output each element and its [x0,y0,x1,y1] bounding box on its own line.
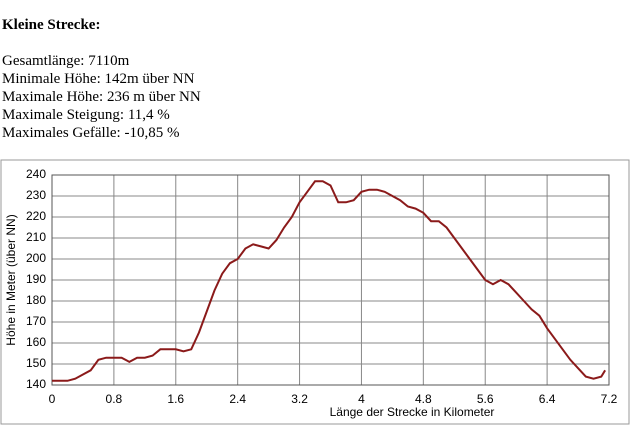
profile-line [52,180,606,382]
info-line: Maximale Steigung: 11,4 % [2,107,170,123]
x-tick-label: 4 [358,392,365,406]
y-tick-label: 240 [26,167,46,181]
x-tick-label: 0 [49,392,56,406]
y-tick-label: 210 [26,230,46,244]
x-tick-label: 6.4 [539,392,556,406]
y-tick-label: 230 [26,188,46,202]
plot-border [51,174,610,386]
y-tick-label: 180 [26,293,46,307]
x-tick-label: 2.4 [229,392,246,406]
y-tick-label: 190 [26,272,46,286]
document-text: Kleine Strecke: Gesamtlänge: 7110m Minim… [2,16,201,142]
x-tick-label: 7.2 [601,392,618,406]
y-axis-label: Höhe in Meter (über NN) [4,214,18,345]
heading: Kleine Strecke: [2,17,101,33]
x-tick-label: 1.6 [167,392,184,406]
x-axis-label: Länge der Strecke in Kilometer [330,405,495,419]
y-tick-label: 170 [26,314,46,328]
x-tick-label: 0.8 [106,392,123,406]
y-tick-label: 160 [26,335,46,349]
info-line: Maximales Gefälle: -10,85 % [2,125,180,141]
chart-frame [0,159,630,425]
info-line: Gesamtlänge: 7110m [2,53,130,69]
x-tick-label: 3.2 [291,392,308,406]
info-line: Maximale Höhe: 236 m über NN [2,89,201,105]
y-tick-label: 140 [26,377,46,391]
info-line: Minimale Höhe: 142m über NN [2,71,195,87]
y-tick-label: 200 [26,251,46,265]
x-tick-label: 4.8 [415,392,432,406]
x-tick-label: 5.6 [477,392,494,406]
y-tick-label: 150 [26,356,46,370]
y-tick-label: 220 [26,209,46,223]
